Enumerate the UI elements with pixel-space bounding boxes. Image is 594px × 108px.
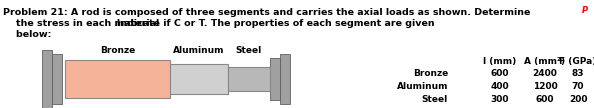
Text: 600: 600 <box>536 95 554 104</box>
Text: Aluminum: Aluminum <box>173 46 225 55</box>
Text: A (mm²): A (mm²) <box>525 57 565 66</box>
Bar <box>52 54 62 104</box>
Text: below:: below: <box>3 30 51 39</box>
Text: Steel: Steel <box>422 95 448 104</box>
Bar <box>228 67 270 91</box>
Text: Indicate if C or T. The properties of each segment are given: Indicate if C or T. The properties of ea… <box>3 19 435 28</box>
Bar <box>280 54 290 104</box>
Text: Problem 21: A rod is composed of three segments and carries the axial loads as s: Problem 21: A rod is composed of three s… <box>3 8 530 17</box>
Text: 300: 300 <box>491 95 509 104</box>
Bar <box>65 60 170 98</box>
Bar <box>270 58 280 100</box>
Text: Bronze: Bronze <box>413 69 448 78</box>
Text: 70: 70 <box>572 82 584 91</box>
Text: P: P <box>582 6 588 15</box>
Text: 600: 600 <box>491 69 509 78</box>
Text: 1200: 1200 <box>533 82 557 91</box>
Text: Bronze: Bronze <box>100 46 135 55</box>
Text: 83: 83 <box>572 69 584 78</box>
Text: 50 kN: 50 kN <box>197 68 226 77</box>
Text: Steel: Steel <box>236 46 262 55</box>
Text: the stress in each material: the stress in each material <box>3 19 163 28</box>
Text: Aluminum: Aluminum <box>397 82 448 91</box>
Bar <box>170 64 228 94</box>
Text: F (GPa): F (GPa) <box>560 57 594 66</box>
Bar <box>42 50 52 108</box>
Text: 400: 400 <box>491 82 509 91</box>
Text: l (mm): l (mm) <box>484 57 517 66</box>
Text: 120 kN: 120 kN <box>122 68 157 77</box>
Text: 2400: 2400 <box>533 69 557 78</box>
Text: 200: 200 <box>568 95 587 104</box>
